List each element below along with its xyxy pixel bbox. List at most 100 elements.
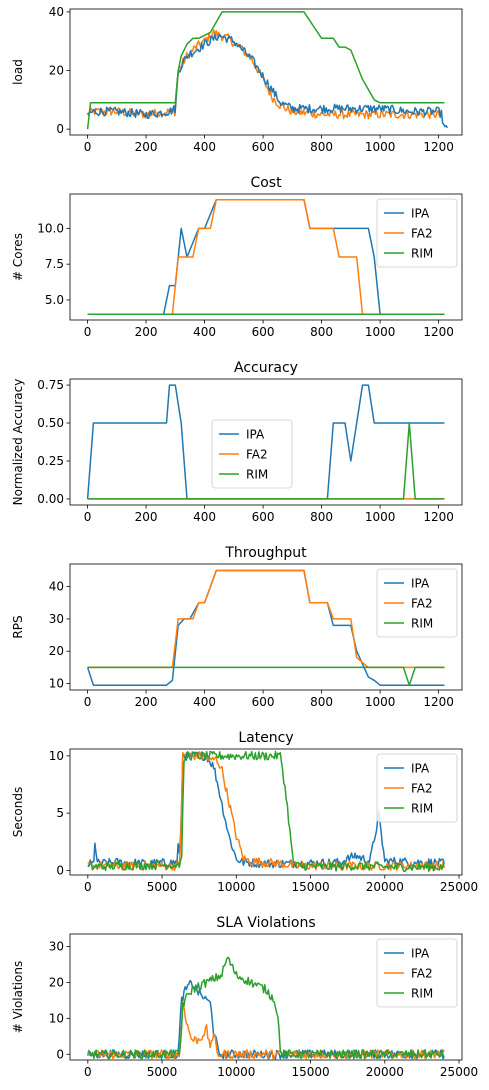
legend-label-rim: RIM (246, 468, 268, 482)
chart-panel-3: 0 200 400 600 800 1000 1200 0.00 0.25 0.50 0.75 Acc… (11, 360, 463, 524)
y-tick-label: 20 (49, 975, 64, 989)
x-tick-label: 1200 (423, 510, 454, 524)
x-tick-label: 600 (252, 325, 275, 339)
legend: IPA FA2 RIM (376, 753, 458, 823)
y-tick-label: 0.25 (37, 454, 64, 468)
y-tick-label: 0.75 (37, 378, 64, 392)
legend: IPA FA2 RIM (376, 568, 458, 638)
x-tick-label: 600 (252, 140, 275, 154)
chart-title: Cost (250, 175, 282, 191)
y-tick-label: 20 (49, 644, 64, 658)
x-tick-label: 0 (84, 140, 92, 154)
y-tick-label: 10 (49, 677, 64, 691)
x-tick-label: 10000 (217, 1065, 255, 1079)
chart-title: SLA Violations (216, 915, 315, 931)
x-tick-label: 0 (84, 695, 92, 709)
x-tick-label: 1200 (423, 140, 454, 154)
y-axis-label: # Violations (11, 961, 25, 1033)
x-tick-label: 0 (84, 880, 92, 894)
x-tick-label: 25000 (440, 880, 478, 894)
legend-label-ipa: IPA (411, 762, 430, 776)
legend-label-rim: RIM (411, 247, 433, 261)
chart-panel-4: 0 200 400 600 800 1000 1200 10 20 30 40 Throughput R… (11, 545, 463, 709)
x-tick-label: 200 (135, 325, 158, 339)
y-axis-label: RPS (11, 615, 25, 638)
x-tick-label: 20000 (366, 880, 404, 894)
y-tick-label: 40 (49, 580, 64, 594)
x-tick-label: 800 (310, 510, 333, 524)
legend: IPA FA2 RIM (376, 198, 458, 268)
y-tick-label: 5 (56, 806, 64, 820)
legend-box (376, 938, 458, 1008)
x-tick-label: 600 (252, 695, 275, 709)
y-tick-label: 7.5 (45, 257, 64, 271)
legend-label-fa2: FA2 (411, 227, 433, 241)
x-tick-label: 200 (135, 510, 158, 524)
y-tick-label: 40 (49, 5, 64, 19)
y-axis-label: Seconds (11, 787, 25, 837)
y-tick-label: 0 (56, 122, 64, 136)
chart-panel-5: 0 5000 10000 15000 20000 25000 0 5 10 Latency Seco… (11, 730, 478, 894)
series-group (87, 198, 445, 316)
y-tick-label: 0 (56, 863, 64, 877)
axes-frame (69, 933, 463, 1061)
y-tick-label: 30 (49, 940, 64, 954)
legend-label-ipa: IPA (411, 577, 430, 591)
x-tick-label: 1200 (423, 325, 454, 339)
x-tick-label: 10000 (217, 880, 255, 894)
y-axis-label: # Cores (11, 233, 25, 281)
series-line-rim (87, 666, 445, 686)
axes-frame (69, 378, 463, 506)
y-tick-label: 0.00 (37, 492, 64, 506)
chart-title: Throughput (224, 545, 307, 561)
x-tick-label: 400 (193, 325, 216, 339)
series-group (87, 750, 445, 873)
x-tick-label: 15000 (291, 1065, 329, 1079)
x-tick-label: 15000 (291, 880, 329, 894)
x-tick-label: 20000 (366, 1065, 404, 1079)
legend: IPA FA2 RIM (376, 938, 458, 1008)
axes-frame (69, 193, 463, 321)
series-group (86, 569, 445, 686)
x-tick-label: 800 (310, 695, 333, 709)
x-tick-label: 600 (252, 510, 275, 524)
series-group (87, 956, 445, 1060)
x-tick-label: 800 (310, 325, 333, 339)
y-tick-label: 0 (56, 1047, 64, 1061)
legend-label-fa2: FA2 (246, 448, 268, 462)
axes-frame (69, 748, 463, 876)
legend-box (376, 198, 458, 268)
series-line-fa2 (87, 1000, 445, 1060)
y-tick-label: 20 (49, 64, 64, 78)
series-line-ipa (87, 33, 449, 129)
y-tick-label: 0.50 (37, 416, 64, 430)
chart-panel-1: 0 200 400 600 800 1000 1200 0 20 40 load (11, 5, 463, 154)
axes-frame (69, 563, 463, 691)
x-tick-label: 1000 (365, 140, 396, 154)
y-axis-label: load (11, 59, 25, 85)
legend-label-fa2: FA2 (411, 597, 433, 611)
x-tick-label: 1000 (365, 325, 396, 339)
x-tick-label: 0 (84, 1065, 92, 1079)
series-line-fa2 (86, 29, 443, 120)
x-tick-label: 400 (193, 510, 216, 524)
legend-box (376, 568, 458, 638)
legend-label-rim: RIM (411, 987, 433, 1001)
y-axis-label: Normalized Accuracy (11, 379, 25, 506)
chart-panel-6: 0 5000 10000 15000 20000 25000 0 10 20 30 SLA Viol… (11, 915, 478, 1079)
series-line-fa2 (87, 198, 445, 316)
chart-panel-2: 0 200 400 600 800 1000 1200 5.0 7.5 10.0 Cost # Cor… (11, 175, 463, 339)
x-tick-label: 1000 (365, 695, 396, 709)
x-tick-label: 1000 (365, 510, 396, 524)
legend-label-rim: RIM (411, 617, 433, 631)
x-tick-label: 0 (84, 325, 92, 339)
x-tick-label: 200 (135, 140, 158, 154)
legend-box (376, 753, 458, 823)
chart-title: Accuracy (234, 360, 298, 376)
chart-title: Latency (238, 730, 293, 746)
x-tick-label: 5000 (147, 880, 178, 894)
x-tick-label: 200 (135, 695, 158, 709)
legend-box (211, 419, 293, 489)
series-line-rim (87, 956, 445, 1060)
legend-label-ipa: IPA (411, 947, 430, 961)
